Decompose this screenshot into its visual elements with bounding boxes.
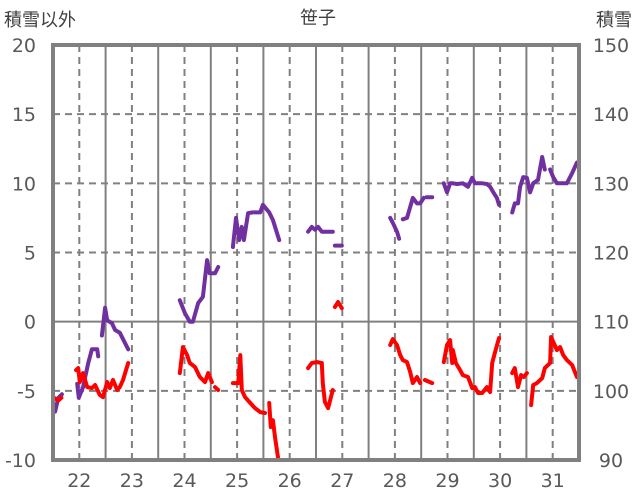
x-tick: 30 [488,470,512,492]
y-tick-right: 100 [593,381,629,403]
left-axis-label: 積雪以外 [4,10,76,31]
grid [53,45,579,460]
x-tick: 27 [330,470,354,492]
y-tick-right: 90 [599,450,623,472]
tick-labels: 20 15 10 5 0 -5 -10 150 140 130 120 110 100 90 22 23 24 2… [5,35,629,492]
x-tick: 29 [435,470,459,492]
x-tick: 25 [225,470,249,492]
series-lines [52,155,579,461]
snow-depth-line-segment [400,195,426,222]
snow-depth-line-segment [53,392,64,414]
snow-depth-line-segment [75,347,101,400]
snow-depth-line-segment [306,224,335,234]
snow-depth-line-segment [230,202,282,249]
other-line-segment [267,401,281,461]
other-line-segment [177,345,214,385]
x-tick: 26 [278,470,302,492]
y-tick-right: 110 [593,312,629,334]
x-tick: 24 [172,470,196,492]
y-tick-right: 120 [593,243,629,265]
y-tick-right: 140 [593,104,629,126]
x-tick: 22 [67,470,91,492]
other-line-segment [74,361,131,400]
y-tick-left: -5 [17,381,36,403]
y-tick-left: 20 [12,35,36,57]
snow-depth-line-segment [177,258,221,324]
snow-depth-line-segment [388,215,402,241]
y-tick-left: 10 [12,173,36,195]
x-tick: 31 [541,470,565,492]
y-tick-right: 130 [593,173,629,195]
other-line-segment [52,395,64,403]
x-tick: 23 [120,470,144,492]
other-line-segment [529,335,579,408]
other-line-segment [213,385,221,392]
other-line-segment [422,378,435,386]
y-tick-left: 5 [24,243,36,265]
snow-depth-line-segment [99,305,131,352]
y-tick-left: 15 [12,104,36,126]
y-tick-right: 150 [593,35,629,57]
plot-frame [51,43,581,462]
other-line-segment [306,360,335,411]
right-axis-label: 積雪 [596,10,632,31]
other-line-segment [441,336,501,395]
y-tick-left: -10 [5,450,36,472]
other-line-segment [332,300,344,311]
y-tick-left: 0 [24,312,36,334]
other-line-segment [510,366,529,390]
snow-depth-line-segment [548,160,579,186]
snow-depth-line-segment [510,155,547,215]
x-tick: 28 [383,470,407,492]
other-line-segment [230,353,267,415]
chart-title: 笹子 [300,8,336,29]
snow-depth-line-segment [441,175,501,207]
other-line-segment [388,337,423,386]
